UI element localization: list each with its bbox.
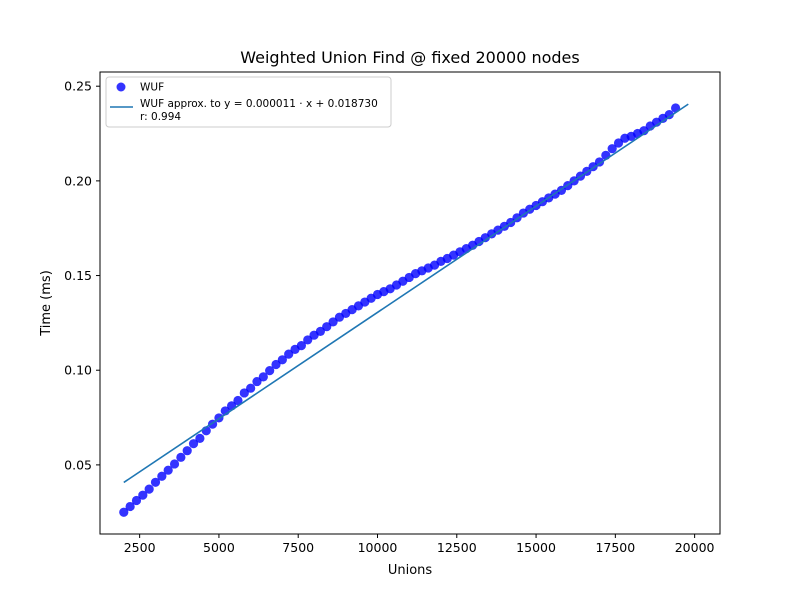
wuf-point	[265, 365, 275, 376]
wuf-point	[258, 372, 268, 382]
wuf-point	[284, 349, 294, 359]
x-axis-label: Unions	[388, 563, 433, 578]
wuf-point	[144, 484, 154, 494]
wuf-point	[138, 490, 148, 500]
wuf-point	[322, 322, 332, 332]
x-tick-label: 17500	[595, 540, 635, 555]
wuf-point	[303, 335, 313, 345]
legend-label-fit-r: r: 0.994	[140, 111, 181, 123]
wuf-point	[195, 433, 205, 443]
x-tick-label: 10000	[358, 540, 398, 555]
legend-label-fit: WUF approx. to y = 0.000011 · x + 0.0187…	[140, 98, 378, 110]
y-tick-label: 0.15	[64, 268, 92, 283]
legend-box	[105, 76, 392, 128]
marks	[119, 103, 689, 517]
wuf-point	[328, 317, 338, 327]
wuf-point	[613, 138, 624, 148]
y-tick-label: 0.05	[64, 457, 92, 472]
wuf-point	[246, 383, 256, 393]
wuf-point	[176, 452, 186, 462]
y-tick-label: 0.20	[64, 173, 92, 188]
wuf-point	[188, 439, 199, 449]
y-axis-ticks: 0.05 0.10 0.15 0.20 0.25	[64, 79, 100, 472]
y-axis-label: Time (ms)	[39, 270, 54, 337]
fit-line	[123, 103, 689, 484]
legend: WUF WUF approx. to y = 0.000011 · x + 0.…	[105, 76, 392, 128]
wuf-point	[163, 465, 173, 475]
wuf-point	[271, 359, 281, 370]
x-tick-label: 15000	[516, 540, 556, 555]
wuf-point	[277, 355, 287, 365]
chart-title: Weighted Union Find @ fixed 20000 nodes	[240, 48, 579, 67]
legend-label-wuf: WUF	[140, 82, 164, 94]
y-tick-label: 0.25	[64, 79, 92, 94]
x-axis-ticks: 2500 5000 7500 10000 12500 15000 17500 20000	[124, 534, 715, 555]
x-tick-label: 7500	[282, 540, 314, 555]
wuf-point	[150, 477, 161, 487]
x-tick-label: 20000	[675, 540, 715, 555]
plot-area	[99, 71, 721, 535]
wuf-point	[252, 376, 262, 387]
x-tick-label: 12500	[437, 540, 477, 555]
x-tick-label: 5000	[203, 540, 235, 555]
wuf-point	[664, 110, 674, 120]
axes-frame	[99, 71, 721, 535]
wuf-point	[233, 395, 243, 406]
wuf-point	[182, 446, 192, 456]
y-tick-label: 0.10	[64, 363, 92, 378]
wuf-point	[157, 471, 167, 481]
wuf-point	[239, 388, 249, 398]
wuf-point	[119, 507, 129, 517]
wuf-point	[169, 459, 180, 469]
x-tick-label: 2500	[124, 540, 156, 555]
wuf-point	[607, 144, 617, 154]
wuf-point	[131, 495, 142, 506]
wuf-point	[125, 501, 135, 512]
wuf-point	[315, 326, 326, 337]
wuf-point	[296, 341, 306, 351]
legend-marker-wuf	[116, 82, 126, 92]
